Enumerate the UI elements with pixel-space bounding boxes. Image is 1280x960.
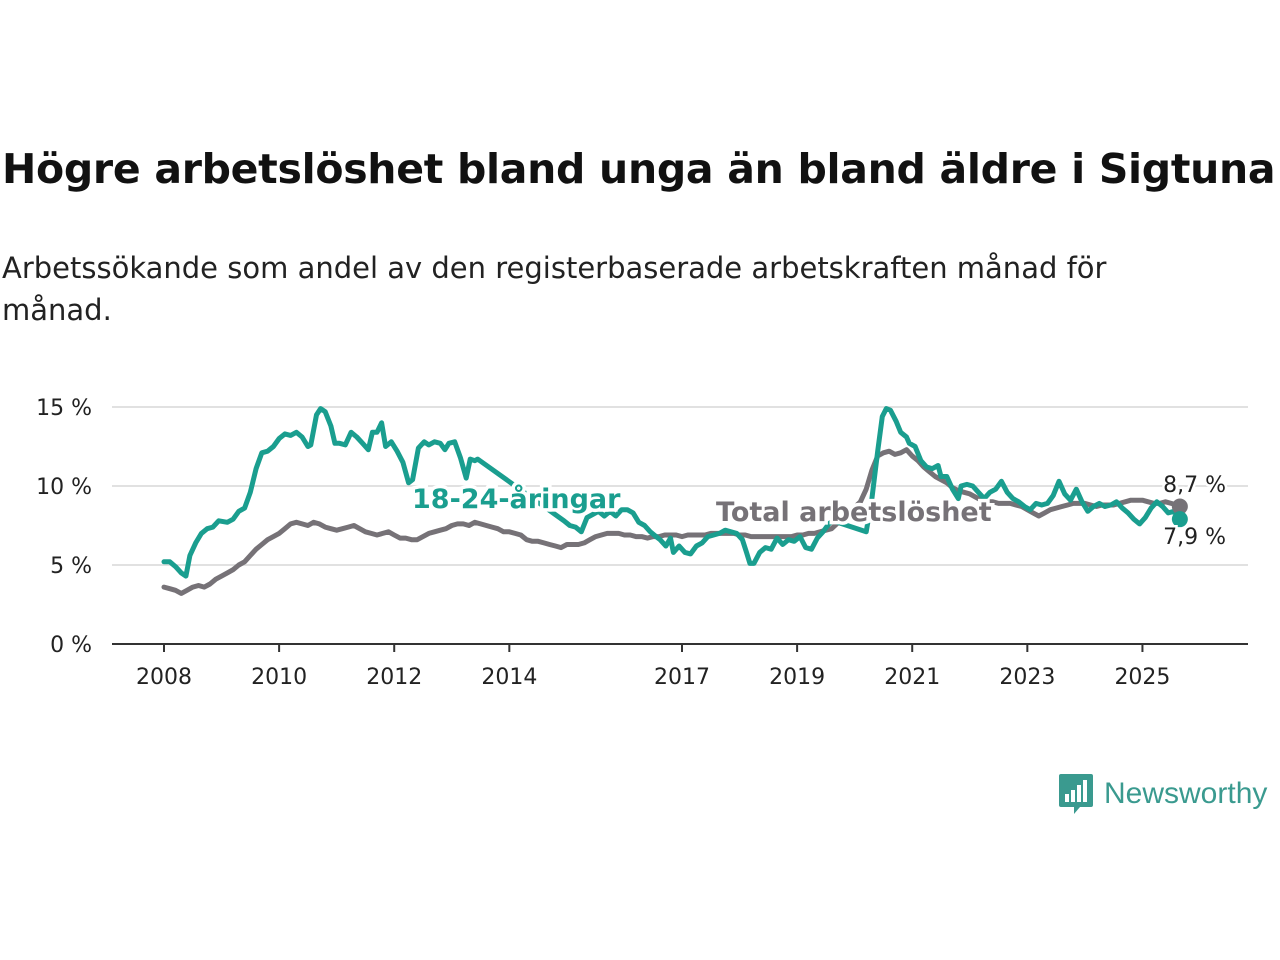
x-tick-label: 2010 <box>251 665 307 690</box>
x-tick-label: 2008 <box>136 665 192 690</box>
x-tick-label: 2012 <box>366 665 422 690</box>
end-dot-youth <box>1171 511 1188 528</box>
y-tick-label: 5 % <box>50 554 92 579</box>
end-value-total: 8,7 % <box>1163 473 1226 498</box>
end-dot-total <box>1171 498 1188 515</box>
x-tick-label: 2019 <box>769 665 825 690</box>
brand-name: Newsworthy <box>1104 777 1268 810</box>
y-tick-label: 0 % <box>50 633 92 658</box>
x-tick-label: 2017 <box>654 665 710 690</box>
x-tick-label: 2021 <box>884 665 940 690</box>
end-value-youth: 7,9 % <box>1163 525 1226 550</box>
y-tick-label: 10 % <box>36 475 92 500</box>
gridlines <box>112 406 1248 566</box>
x-tick-label: 2025 <box>1114 665 1170 690</box>
x-tick-label: 2023 <box>999 665 1055 690</box>
y-tick-label: 15 % <box>36 396 92 421</box>
series-lines <box>161 406 1188 596</box>
x-tick-label: 2014 <box>481 665 537 690</box>
x-axis-ticks: 2008 2010 2012 2014 2017 2019 2021 2023 2025 <box>136 644 1170 690</box>
series-line-youth <box>161 406 1183 579</box>
newsworthy-logo: Newsworthy <box>1058 772 1267 816</box>
series-label-youth: 18-24-åringar <box>412 483 621 515</box>
chart-subtitle: Arbetssökande som andel av den registerb… <box>2 251 1107 327</box>
series-label-total: Total arbetslöshet <box>716 497 992 528</box>
bar-chart-speech-bubble-icon <box>1059 774 1093 814</box>
series-line-total <box>161 447 1183 596</box>
chart-title: Högre arbetslöshet bland unga än bland ä… <box>2 145 1276 193</box>
series-labels: 18-24-åringar Total arbetslöshet 8,7 % 7… <box>409 471 1229 553</box>
y-axis-ticks: 0 % 5 % 10 % 15 % <box>36 396 92 658</box>
